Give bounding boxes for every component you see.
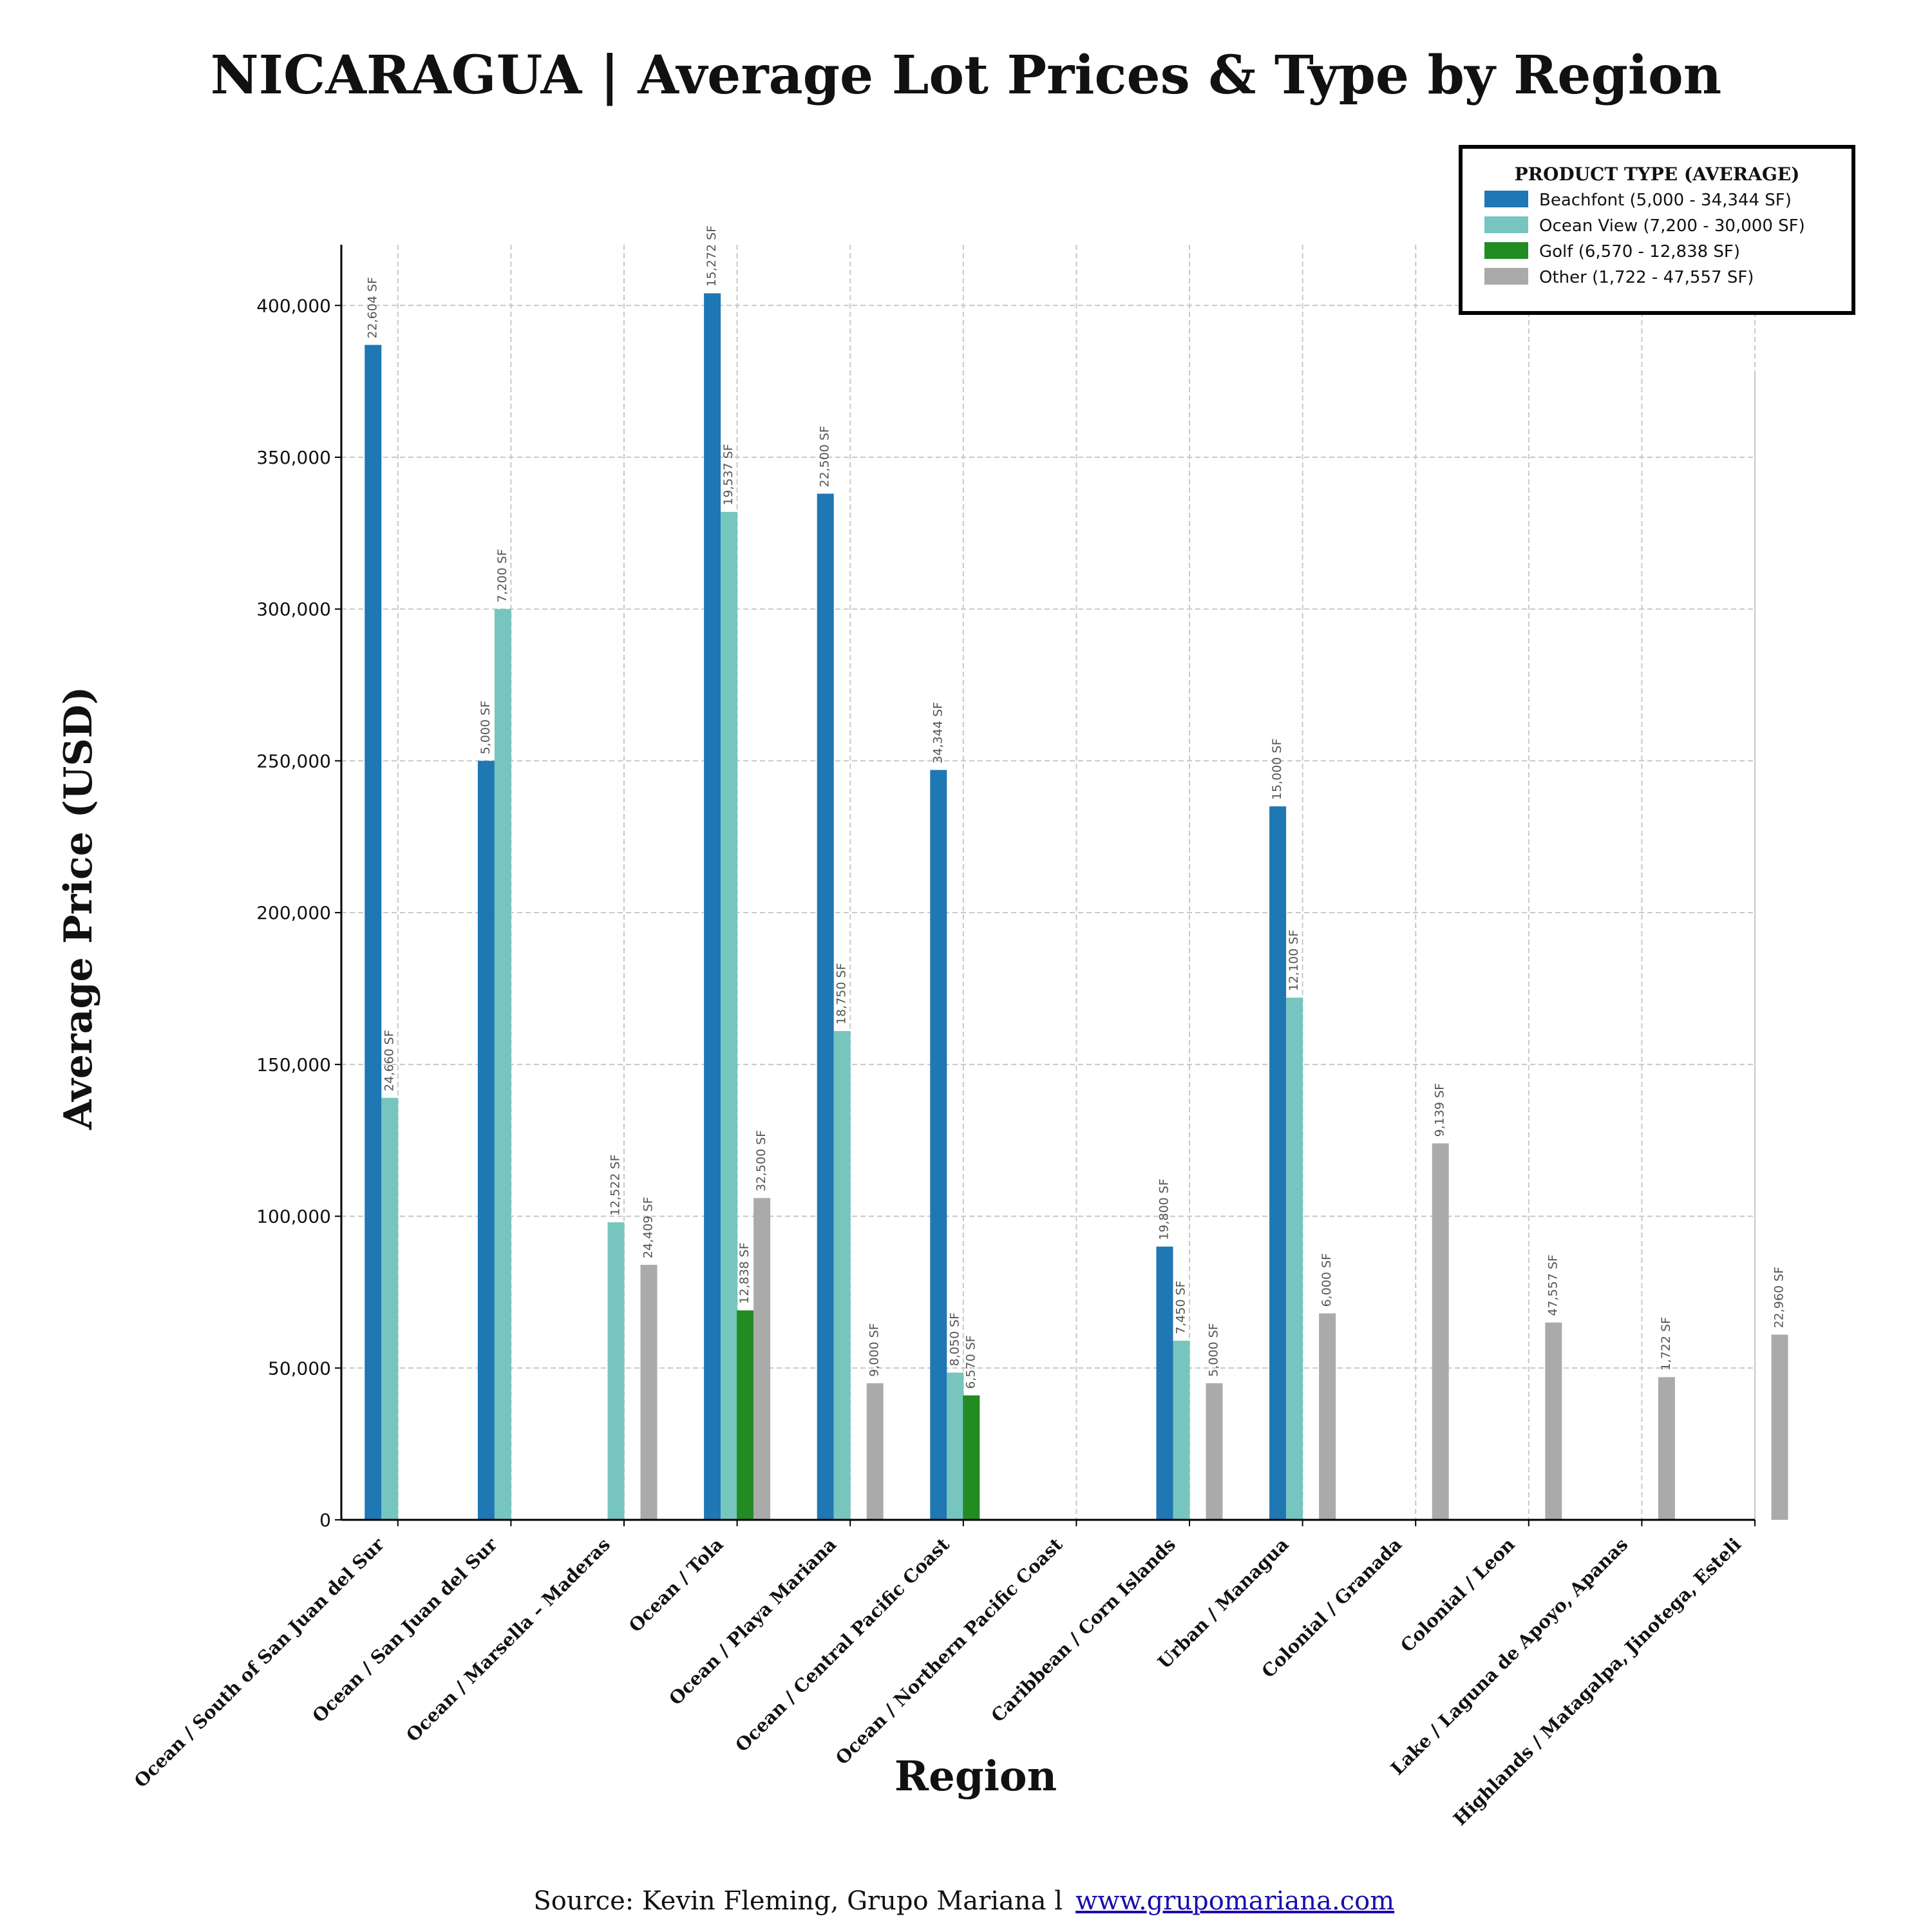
bar (365, 345, 382, 1520)
bar (1319, 1313, 1336, 1520)
y-tick-label: 150,000 (256, 1054, 331, 1075)
x-tick-label: Lake / Laguna de Apoyo, Apanas (1387, 1534, 1632, 1779)
bar (947, 1372, 964, 1520)
bar (477, 761, 495, 1520)
bar-data-label: 19,800 SF (1157, 1179, 1171, 1240)
bar-data-label: 22,960 SF (1772, 1267, 1786, 1329)
bar-labels: 22,604 SF 5,000 SF 15,272 SF 22,500 SF 34,34… (365, 225, 1786, 1389)
bar-data-label: 32,500 SF (754, 1130, 768, 1192)
x-tick-label: Colonial / Leon (1396, 1534, 1519, 1656)
legend-swatch (1484, 268, 1528, 285)
source-link[interactable]: www.grupomariana.com (1075, 1886, 1394, 1916)
y-tick-label: 0 (319, 1510, 331, 1531)
bar (1432, 1143, 1449, 1520)
bar-data-label: 7,200 SF (495, 549, 509, 602)
bar-data-label: 12,522 SF (609, 1154, 623, 1216)
bar-data-label: 18,750 SF (835, 963, 849, 1025)
bar (704, 293, 721, 1520)
bar-data-label: 8,050 SF (947, 1312, 961, 1366)
bar-data-label: 6,000 SF (1320, 1253, 1334, 1307)
bar (866, 1383, 884, 1520)
y-tick-label: 100,000 (256, 1206, 331, 1227)
y-tick-label: 400,000 (256, 295, 331, 316)
x-tick-label: Ocean / South of San Juan del Sur (130, 1533, 389, 1792)
legend-title: PRODUCT TYPE (AVERAGE) (1515, 164, 1800, 185)
x-tick-label: Ocean / San Juan del Sur (308, 1533, 502, 1727)
bar (607, 1222, 625, 1520)
bar-data-label: 6,570 SF (963, 1335, 978, 1388)
x-tick-label: Ocean / Northern Pacific Coast (831, 1534, 1066, 1769)
bar (1771, 1334, 1788, 1520)
bar-data-label: 15,272 SF (705, 225, 719, 287)
bar (381, 1097, 399, 1520)
bar (1545, 1322, 1562, 1520)
source-credit: Source: Kevin Fleming, Grupo Mariana l (533, 1886, 1063, 1916)
bar (640, 1265, 658, 1520)
bar (1658, 1377, 1675, 1520)
bar (833, 1031, 851, 1520)
bar-data-label: 47,557 SF (1546, 1255, 1560, 1316)
legend-swatch (1484, 191, 1528, 207)
legend-label: Golf (6,570 - 12,838 SF) (1539, 242, 1740, 261)
bar-data-label: 19,537 SF (721, 444, 735, 506)
y-tick-label: 50,000 (268, 1358, 331, 1379)
x-tick-label: Ocean / Marsella – Maderas (402, 1534, 614, 1747)
x-axis-label: Region (895, 1752, 1057, 1801)
bar-data-label: 15,000 SF (1270, 739, 1284, 800)
bar-data-label: 5,000 SF (1207, 1323, 1221, 1376)
y-ticks: 0 50,000 100,000 150,000 200,000 250,000 300,0… (256, 295, 341, 1531)
legend-swatch (1484, 216, 1528, 233)
bar (817, 493, 834, 1520)
bar-data-label: 5,000 SF (478, 701, 493, 754)
bar-data-label: 24,409 SF (641, 1197, 656, 1258)
x-tick-label: Ocean / Central Pacific Coast (732, 1534, 954, 1756)
bar-data-label: 9,000 SF (867, 1323, 882, 1376)
bar-data-label: 9,139 SF (1433, 1083, 1447, 1137)
y-tick-label: 350,000 (256, 447, 331, 468)
bar-data-label: 12,100 SF (1287, 930, 1301, 992)
legend-label: Beachfont (5,000 - 34,344 SF) (1539, 191, 1792, 210)
legend-swatch (1484, 242, 1528, 259)
axes (340, 245, 1755, 1521)
legend-items: Beachfont (5,000 - 34,344 SF) Ocean View … (1484, 191, 1805, 287)
bar (721, 511, 738, 1520)
bar-data-label: 7,450 SF (1174, 1280, 1188, 1334)
bar-data-label: 1,722 SF (1659, 1317, 1673, 1370)
legend: PRODUCT TYPE (AVERAGE) Beachfont (5,000 … (1459, 145, 1855, 315)
y-tick-label: 200,000 (256, 902, 331, 923)
x-tick-label: Ocean / Tola (625, 1534, 727, 1636)
bar-data-label: 12,838 SF (737, 1242, 752, 1304)
y-tick-label: 250,000 (256, 750, 331, 772)
bar (930, 770, 947, 1520)
bar (1286, 998, 1303, 1520)
bar (737, 1310, 754, 1520)
chart-title: NICARAGUA | Average Lot Prices & Type by… (211, 44, 1722, 106)
y-tick-label: 300,000 (256, 599, 331, 620)
bar (1173, 1340, 1190, 1520)
bar-data-label: 22,604 SF (365, 277, 379, 339)
y-axis-label: Average Price (USD) (56, 687, 101, 1130)
bar (753, 1198, 771, 1520)
bar (1156, 1246, 1173, 1520)
x-tick-label: Caribbean / Corn Islands (987, 1534, 1180, 1727)
bar (494, 609, 511, 1520)
legend-label: Ocean View (7,200 - 30,000 SF) (1539, 216, 1805, 236)
bars (365, 293, 1788, 1520)
bar (963, 1395, 980, 1520)
bar-data-label: 24,660 SF (382, 1030, 396, 1092)
bar-data-label: 34,344 SF (931, 702, 945, 764)
legend-label: Other (1,722 - 47,557 SF) (1539, 268, 1754, 287)
gridlines (341, 245, 1756, 1520)
bar (1206, 1383, 1223, 1520)
bar (1269, 806, 1287, 1520)
bar-data-label: 22,500 SF (818, 426, 832, 488)
